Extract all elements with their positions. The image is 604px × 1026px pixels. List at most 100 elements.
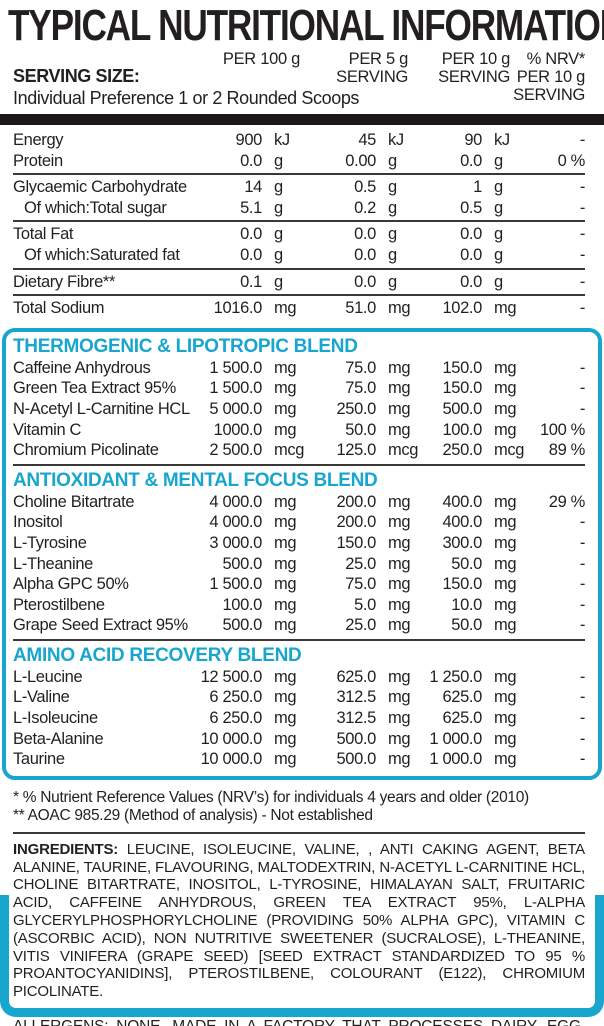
value-nrv: - bbox=[579, 131, 586, 149]
value-nrv: - bbox=[579, 554, 586, 573]
value-per-10g: 1 250.0 bbox=[429, 667, 482, 686]
unit-per-5g: mg bbox=[388, 688, 411, 707]
unit-per-10g: g bbox=[494, 245, 503, 264]
unit-per-10g: mg bbox=[494, 595, 517, 614]
value-per-5g: 25.0 bbox=[345, 616, 376, 635]
value-per-10g: 500.0 bbox=[442, 399, 482, 418]
value-per-10g: 150.0 bbox=[442, 575, 482, 594]
value-per-100g: 0.1 bbox=[240, 272, 262, 291]
value-nrv: - bbox=[579, 198, 586, 217]
value-per-10g: 625.0 bbox=[442, 709, 482, 728]
unit-per-10g: mg bbox=[494, 709, 517, 728]
nutrient-name: Alpha GPC 50% bbox=[13, 575, 129, 594]
nutrient-name: Chromium Picolinate bbox=[13, 441, 159, 460]
nutrient-name: Energy bbox=[13, 131, 64, 149]
value-nrv: - bbox=[579, 379, 586, 398]
value-nrv: - bbox=[579, 399, 586, 418]
unit-per-100g: g bbox=[274, 245, 283, 264]
value-per-100g: 5.1 bbox=[240, 198, 262, 217]
unit-per-10g: g bbox=[494, 272, 503, 291]
nutrient-row: Energy 900 kJ 45 kJ 90 kJ - bbox=[0, 130, 604, 151]
value-per-10g: 1 000.0 bbox=[429, 729, 482, 748]
unit-per-5g: mg bbox=[388, 399, 411, 418]
nutrient-row: Vitamin C 1000.0 mg 50.0 mg 100.0 mg 100… bbox=[6, 420, 598, 441]
ingredients-text: LEUCINE, ISOLEUCINE, VALINE, , ANTI CAKI… bbox=[13, 840, 585, 1001]
nutrient-row: Of which:Total sugar 5.1 g 0.2 g 0.5 g - bbox=[0, 198, 604, 219]
value-nrv: 89 % bbox=[548, 441, 586, 460]
value-per-5g: 25.0 bbox=[345, 554, 376, 573]
divider bbox=[13, 463, 585, 466]
blend-title: THERMOGENIC & LIPOTROPIC BLEND bbox=[13, 335, 358, 357]
unit-per-10g: mg bbox=[494, 513, 517, 532]
column-header-per-10g: PER 10 g SERVING bbox=[438, 50, 510, 86]
unit-per-100g: g bbox=[274, 178, 283, 197]
value-nrv: 29 % bbox=[548, 492, 586, 511]
unit-per-5g: g bbox=[388, 272, 397, 291]
unit-per-10g: mg bbox=[494, 554, 517, 573]
unit-per-5g: kJ bbox=[388, 131, 404, 149]
unit-per-100g: mg bbox=[274, 729, 297, 748]
unit-per-100g: mg bbox=[274, 750, 297, 769]
nutrient-name: L-Theanine bbox=[13, 554, 93, 573]
value-per-100g: 10 000.0 bbox=[200, 750, 263, 769]
nutrient-row: L-Tyrosine 3 000.0 mg 150.0 mg 300.0 mg … bbox=[6, 533, 598, 554]
value-nrv: - bbox=[579, 513, 586, 532]
unit-per-100g: mg bbox=[274, 299, 297, 318]
unit-per-10g: mg bbox=[494, 379, 517, 398]
nutrient-row: Pterostilbene 100.0 mg 5.0 mg 10.0 mg - bbox=[6, 595, 598, 616]
unit-per-10g: g bbox=[494, 225, 503, 244]
unit-per-100g: mg bbox=[274, 575, 297, 594]
value-per-100g: 6 250.0 bbox=[209, 709, 262, 728]
value-nrv: - bbox=[579, 533, 586, 552]
nutrient-row: L-Valine 6 250.0 mg 312.5 mg 625.0 mg - bbox=[6, 687, 598, 708]
unit-per-100g: g bbox=[274, 225, 283, 244]
value-per-100g: 5 000.0 bbox=[209, 399, 262, 418]
unit-per-5g: mg bbox=[388, 616, 411, 635]
divider bbox=[13, 294, 585, 297]
value-nrv: - bbox=[579, 616, 586, 635]
nutrient-name: Dietary Fibre** bbox=[13, 272, 116, 291]
divider bbox=[13, 267, 585, 270]
value-nrv: - bbox=[579, 575, 586, 594]
value-nrv: - bbox=[579, 178, 586, 197]
blend-title: AMINO ACID RECOVERY BLEND bbox=[13, 644, 302, 666]
unit-per-100g: mg bbox=[274, 492, 297, 511]
column-header-per-10g-line2: SERVING bbox=[438, 68, 510, 86]
unit-per-5g: mg bbox=[388, 513, 411, 532]
ingredients-label: INGREDIENTS: bbox=[13, 840, 119, 858]
footnote-nrv: * % Nutrient Reference Values (NRV’s) fo… bbox=[13, 788, 529, 806]
unit-per-5g: g bbox=[388, 178, 397, 197]
value-per-100g: 14 bbox=[244, 178, 262, 197]
footnotes: * % Nutrient Reference Values (NRV’s) fo… bbox=[0, 780, 604, 830]
unit-per-5g: mg bbox=[388, 533, 411, 552]
table-header: PER 100 g PER 5 g SERVING PER 10 g SERVI… bbox=[0, 50, 604, 110]
unit-per-100g: g bbox=[274, 151, 283, 170]
value-per-5g: 0.0 bbox=[354, 245, 376, 264]
value-per-10g: 0.0 bbox=[460, 151, 482, 170]
unit-per-5g: mg bbox=[388, 420, 411, 439]
unit-per-5g: mg bbox=[388, 358, 411, 377]
unit-per-5g: mg bbox=[388, 709, 411, 728]
value-per-5g: 75.0 bbox=[345, 379, 376, 398]
value-nrv: - bbox=[579, 750, 586, 769]
unit-per-100g: mg bbox=[274, 513, 297, 532]
value-per-10g: 400.0 bbox=[442, 492, 482, 511]
unit-per-100g: kJ bbox=[274, 131, 290, 149]
unit-per-100g: mg bbox=[274, 554, 297, 573]
header-separator-bar bbox=[0, 114, 604, 125]
column-header-per-5g: PER 5 g SERVING bbox=[336, 50, 408, 86]
value-per-100g: 500.0 bbox=[222, 554, 262, 573]
nutrient-name: Caffeine Anhydrous bbox=[13, 358, 151, 377]
value-per-100g: 900 bbox=[235, 131, 263, 149]
column-header-per-100g-label: PER 100 g bbox=[222, 50, 300, 68]
unit-per-100g: mg bbox=[274, 379, 297, 398]
unit-per-5g: g bbox=[388, 245, 397, 264]
value-nrv: - bbox=[579, 272, 586, 291]
value-per-10g: 50.0 bbox=[451, 554, 482, 573]
value-nrv: - bbox=[579, 245, 586, 264]
unit-per-100g: mg bbox=[274, 420, 297, 439]
unit-per-10g: mg bbox=[494, 575, 517, 594]
value-per-100g: 12 500.0 bbox=[200, 667, 263, 686]
unit-per-100g: mg bbox=[274, 358, 297, 377]
value-per-10g: 1 bbox=[473, 178, 482, 197]
